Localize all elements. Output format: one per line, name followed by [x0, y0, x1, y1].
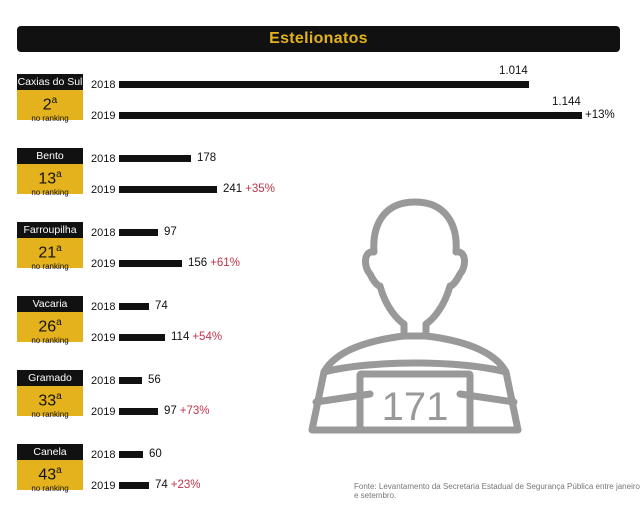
city-label-block: Canela 43a no ranking — [17, 444, 83, 494]
value-number: 1.144 — [552, 96, 581, 108]
value-number: 114 — [171, 331, 190, 343]
value-number: 97 — [164, 226, 177, 238]
city-label-block: Gramado 33a no ranking — [17, 370, 83, 420]
rank-label: no ranking — [31, 484, 69, 494]
chart-title-bar: Estelionatos — [17, 26, 620, 52]
rank-label: no ranking — [31, 336, 69, 346]
city-label-block: Vacaria 26a no ranking — [17, 296, 83, 346]
year-label: 2019 — [91, 406, 116, 418]
change-percent: +35% — [245, 183, 275, 195]
value-number: 241 — [223, 183, 243, 195]
prisoner-icon: 171 — [308, 198, 522, 434]
year-label: 2018 — [91, 153, 116, 165]
rank-label: no ranking — [31, 188, 69, 198]
bar-value-label: 56 — [148, 374, 161, 386]
city-name: Canela — [17, 444, 83, 460]
year-label: 2018 — [91, 449, 116, 461]
city-name: Gramado — [17, 370, 83, 386]
bar — [119, 451, 143, 458]
year-label: 2019 — [91, 184, 116, 196]
source-note: Fonte: Levantamento da Secretaria Estadu… — [354, 482, 640, 500]
year-label: 2018 — [91, 79, 116, 91]
bar-value-label: 97 — [164, 226, 177, 238]
rank-box: 2a no ranking — [17, 90, 83, 124]
bar — [119, 408, 158, 415]
year-label: 2018 — [91, 227, 116, 239]
year-label: 2019 — [91, 258, 116, 270]
bar-value-label: 74 — [155, 300, 168, 312]
value-number: 156 — [188, 257, 208, 269]
rank-suffix: a — [51, 95, 58, 106]
city-name: Caxias do Sul — [17, 74, 83, 90]
rank-box: 43a no ranking — [17, 460, 83, 494]
value-number: 74 — [155, 300, 168, 312]
rank-suffix: a — [56, 391, 62, 402]
rank-box: 33a no ranking — [17, 386, 83, 420]
change-percent: +54% — [192, 331, 223, 343]
value-number: 56 — [148, 374, 161, 386]
bar — [119, 229, 158, 236]
bar-value-label: 156 +61% — [188, 257, 240, 269]
bar-value-label: 74 +23% — [155, 479, 201, 491]
bar — [119, 260, 182, 267]
city-name: Vacaria — [17, 296, 83, 312]
rank-label: no ranking — [31, 410, 69, 420]
bar — [119, 155, 191, 162]
year-label: 2019 — [91, 480, 116, 492]
city-label-block: Caxias do Sul 2a no ranking — [17, 74, 83, 124]
bar — [119, 482, 149, 489]
value-number: 74 — [155, 479, 168, 491]
city-label-block: Bento 13a no ranking — [17, 148, 83, 198]
rank-number: 33a — [38, 391, 62, 410]
rank-box: 26a no ranking — [17, 312, 83, 346]
change-percent: +61% — [210, 257, 240, 269]
rank-suffix: a — [56, 243, 62, 254]
value-number: 97 — [164, 405, 177, 417]
rank-number: 43a — [38, 465, 62, 484]
year-label: 2019 — [91, 332, 116, 344]
bar — [119, 81, 529, 88]
bar-value-label: 114 +54% — [171, 331, 222, 343]
change-percent: +23% — [170, 479, 201, 491]
bar — [119, 112, 582, 119]
rank-number: 26a — [38, 317, 62, 336]
bar-value-label: 60 — [149, 448, 162, 460]
city-label-block: Farroupilha 21a no ranking — [17, 222, 83, 272]
bar-value-label: 241 +35% — [223, 183, 275, 195]
change-percent: +73% — [179, 405, 210, 417]
rank-label: no ranking — [31, 262, 69, 272]
badge-number: 171 — [382, 385, 449, 429]
year-label: 2018 — [91, 301, 116, 313]
bar-value-label: 1.014 — [499, 65, 528, 77]
rank-number: 2a — [42, 95, 58, 114]
change-percent: +13% — [585, 109, 615, 121]
rank-number: 21a — [38, 243, 62, 262]
chart-title: Estelionatos — [269, 30, 368, 47]
bar — [119, 303, 149, 310]
city-name: Farroupilha — [17, 222, 83, 238]
rank-suffix: a — [56, 169, 62, 180]
rank-suffix: a — [56, 317, 62, 328]
bar — [119, 186, 217, 193]
bar — [119, 334, 165, 341]
value-number: 178 — [197, 152, 217, 164]
bar-value-label: 1.144 — [552, 96, 581, 108]
year-label: 2019 — [91, 110, 116, 122]
value-number: 1.014 — [499, 65, 528, 77]
bar-value-label: 97 +73% — [164, 405, 210, 417]
city-name: Bento — [17, 148, 83, 164]
bar — [119, 377, 142, 384]
rank-box: 13a no ranking — [17, 164, 83, 198]
rank-number: 13a — [38, 169, 62, 188]
bar-value-label: 178 — [197, 152, 216, 164]
rank-box: 21a no ranking — [17, 238, 83, 272]
year-label: 2018 — [91, 375, 116, 387]
rank-label: no ranking — [31, 114, 69, 124]
rank-suffix: a — [56, 465, 62, 476]
value-number: 60 — [149, 448, 162, 460]
